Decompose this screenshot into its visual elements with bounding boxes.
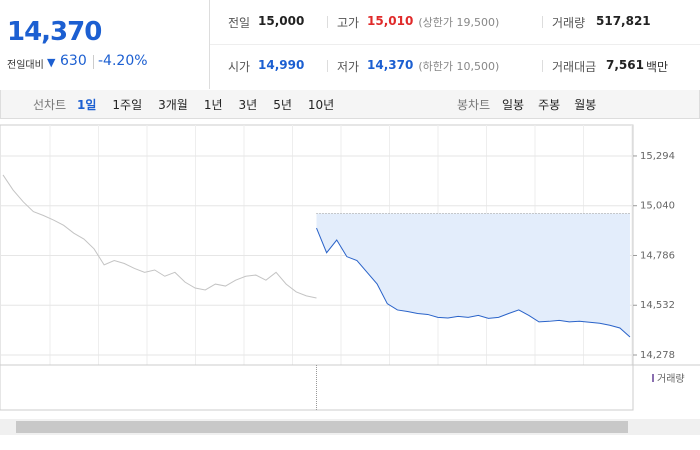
period-tab[interactable]: 5년 (273, 98, 292, 112)
cell-divider (542, 60, 543, 72)
candle-tab[interactable]: 월봉 (574, 98, 597, 112)
summary-label: 거래대금 (552, 60, 597, 74)
summary-label: 전일 (228, 16, 251, 30)
summary-value: 14,370 (367, 58, 414, 72)
y-tick-label: 15,294 (640, 151, 675, 162)
cell-divider (542, 16, 543, 28)
period-tab[interactable]: 1일 (77, 98, 97, 112)
cell-divider (327, 16, 328, 28)
summary-label: 고가 (337, 16, 360, 30)
tab-group-label: 선차트 (33, 98, 67, 112)
summary-note: (하한가 10,500) (418, 60, 500, 73)
y-tick-label: 14,278 (640, 350, 675, 361)
change: 630 (60, 53, 87, 69)
summary-label: 시가 (228, 60, 251, 74)
summary: 전일 15,000 고가 15,010 (상한가 19,500) 거래량 517,821 시가… (210, 0, 700, 89)
row-divider (210, 44, 700, 45)
scroll-thumb[interactable] (16, 421, 628, 433)
summary-value: 517,821 (596, 14, 651, 28)
header: 14,370 전일대비 ▼ 630 -4.20% 전일 15,000 고가 15,01… (0, 0, 700, 91)
summary-value: 15,000 (258, 14, 305, 28)
y-tick-label: 14,786 (640, 250, 675, 261)
plot-frame (0, 124, 634, 411)
period-tab[interactable]: 3년 (238, 98, 258, 112)
summary-value: 15,010 (367, 14, 414, 28)
summary-note: (상한가 19,500) (418, 16, 500, 29)
tab-bar: 선차트 1일 1주일 3개월 1년 3년 5년 10년 봉차트 일봉 주봉 월봉 (0, 90, 700, 119)
summary-unit: 백만 (645, 60, 669, 74)
summary-label: 거래량 (552, 16, 586, 30)
area (316, 213, 630, 337)
summary-label: 저가 (337, 60, 360, 74)
divider (93, 55, 94, 69)
price-box (0, 0, 210, 89)
candle-tab[interactable]: 일봉 (502, 98, 525, 112)
period-tab[interactable]: 1년 (203, 98, 223, 112)
volume-legend-swatch (652, 374, 654, 382)
period-tab[interactable]: 10년 (307, 98, 335, 112)
y-tick-label: 14,532 (640, 300, 675, 311)
summary-value: 14,990 (258, 58, 305, 72)
y-tick-label: 15,040 (640, 201, 675, 212)
candle-tab[interactable]: 주봉 (538, 98, 561, 112)
volume-legend: 거래량 (657, 373, 685, 385)
tab-group-label: 봉차트 (457, 98, 491, 112)
scrollbar (0, 419, 700, 435)
period-tab[interactable]: 1주일 (112, 98, 143, 112)
price-line (316, 227, 631, 338)
price: 14,370 (7, 17, 102, 47)
change-label: 전일대비 (7, 60, 44, 71)
period-tab[interactable]: 3개월 (158, 98, 188, 112)
summary-value: 7,561 (606, 58, 644, 72)
cell-divider (327, 60, 328, 72)
down-icon: ▼ (47, 56, 56, 69)
price-line (2, 174, 317, 299)
change-rate: -4.20% (98, 53, 148, 69)
